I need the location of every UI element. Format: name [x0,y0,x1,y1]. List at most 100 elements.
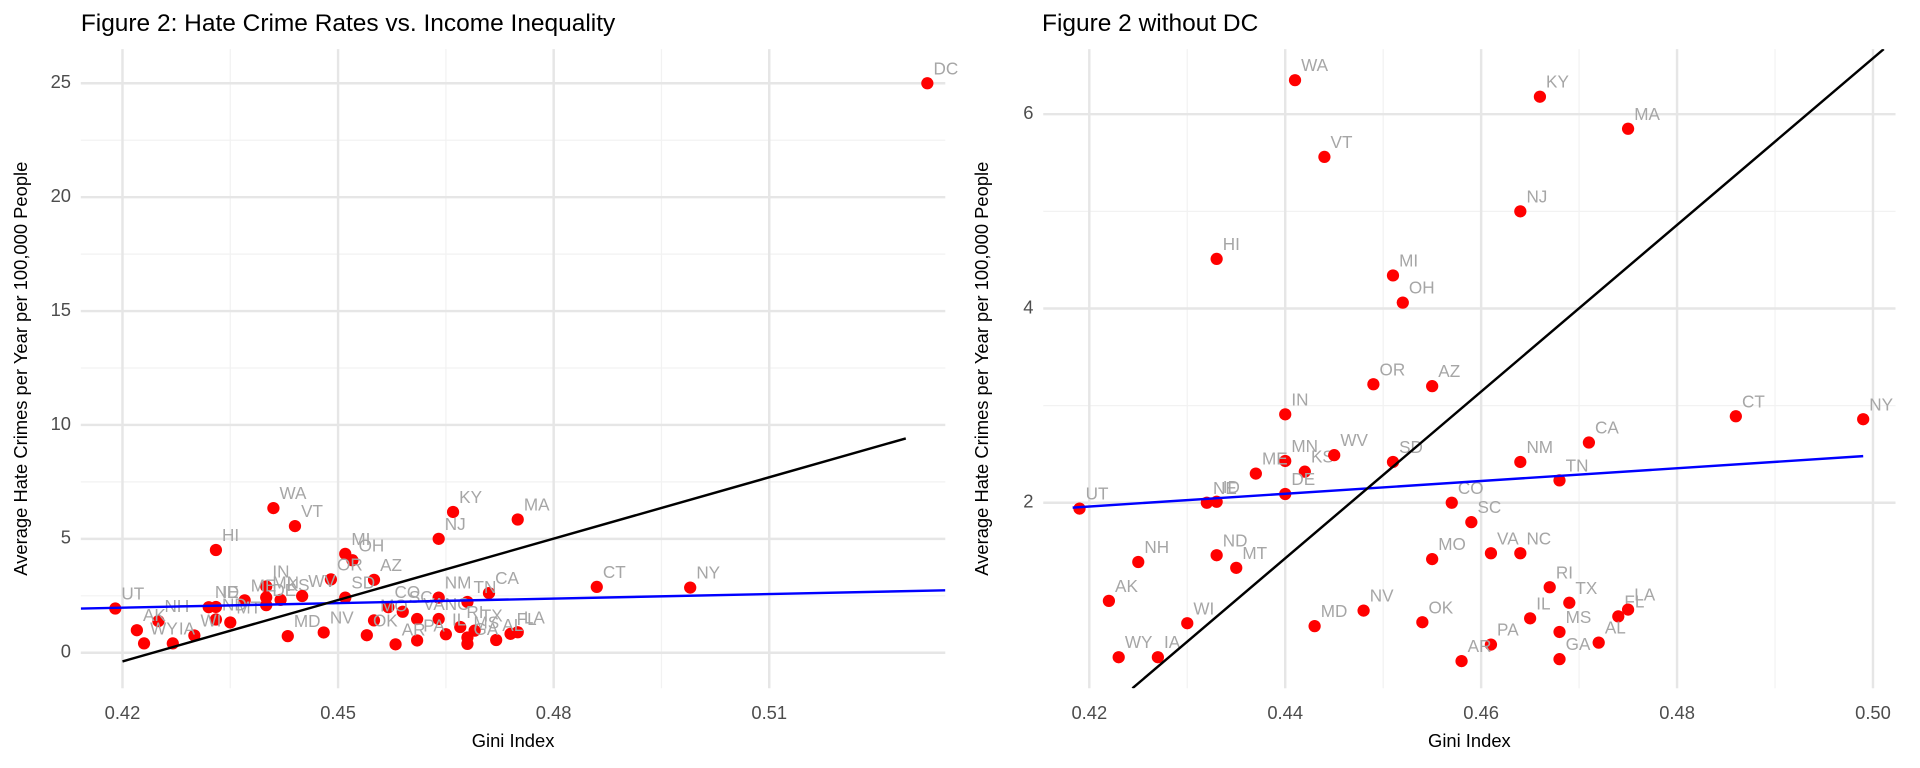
point-label: MN [272,572,299,592]
point-label: CO [395,582,421,602]
point [1151,651,1164,664]
point [1484,547,1498,560]
point [439,628,452,641]
point [1621,603,1635,616]
point [921,77,934,90]
point-label: NH [1144,537,1169,557]
point [1514,205,1527,218]
point-label: OH [1409,278,1435,298]
point [1592,636,1605,649]
point-label: SD [351,573,375,593]
point [511,626,524,639]
point-label: AL [502,615,523,635]
point-label: MI [351,529,370,549]
point [1465,516,1478,529]
point [1455,654,1468,668]
point-label: DE [1291,469,1315,489]
point-label: MI [1399,251,1418,271]
point [454,620,467,634]
chart-title: Figure 2: Hate Crime Rates vs. Income In… [81,10,616,37]
point-label: MA [1634,104,1660,124]
point-label: AK [1115,576,1138,596]
point [1553,653,1566,666]
point-label: WI [1193,598,1214,618]
point [432,612,445,626]
point [1857,413,1870,426]
x-tick-label: 0.45 [320,702,356,723]
x-tick-label: 0.46 [1463,702,1499,723]
point-label: OH [359,535,385,555]
point-label: AZ [1438,361,1460,381]
point-label: SC [1477,497,1501,517]
point-label: NJ [1526,186,1547,206]
point [1308,619,1321,633]
point-label: UT [1086,484,1109,504]
fit-lines [80,437,946,663]
point-label: MO [1438,534,1466,554]
point-label: FL [517,609,537,629]
point-label: OR [337,554,363,574]
point-label: ME [1262,449,1288,469]
point [1357,604,1370,617]
point-label: WV [1340,430,1368,450]
point [1210,549,1223,562]
point-label: MN [1291,436,1318,456]
point [461,637,474,650]
point-label: CA [495,568,519,588]
point-label: MT [236,598,261,618]
point-label: WY [150,618,178,638]
point-label: IA [1164,632,1181,652]
point [1445,496,1458,509]
point-label: KY [1546,72,1569,92]
point-label: DE [272,580,296,600]
y-tick-label: 0 [61,641,71,662]
fit-line [122,437,907,663]
point-label: CT [603,562,626,582]
point-label: WY [1125,632,1153,652]
point-label: LA [1634,585,1656,605]
y-tick-label: 6 [1023,102,1033,123]
y-tick-label: 10 [51,413,71,434]
fit-line [1072,454,1864,509]
point-label: NY [696,563,720,583]
point-label: MA [524,495,550,515]
point-label: CT [1742,391,1765,411]
point [367,573,381,586]
point-label: ND [1223,530,1248,550]
x-tick-label: 0.48 [536,702,572,723]
point [411,612,424,626]
y-tick-label: 15 [51,299,71,320]
point [288,519,302,533]
y-tick-label: 2 [1023,491,1033,512]
point-label: OK [373,610,398,630]
point-label: VT [1331,132,1353,152]
point [1612,610,1625,623]
point [1553,625,1566,639]
point [1073,502,1086,515]
point-label: NM [1526,437,1553,457]
point [224,616,237,629]
point [1582,436,1596,449]
point [209,543,223,557]
point [411,634,424,647]
point-label: AL [1605,618,1626,638]
y-axis-title: Average Hate Crimes per Year per 100,000… [971,162,992,576]
point-label: MS [1566,607,1592,627]
point-label: UT [121,584,144,604]
point-label: ID [222,582,239,602]
point-label: IA [179,618,196,638]
point-label: IN [272,562,289,582]
point [1426,552,1439,566]
point-label: NC [445,594,470,614]
point-label: MD [1321,601,1348,621]
point [446,505,460,519]
point [238,594,251,607]
point [1386,269,1400,282]
x-axis-title: Gini Index [1428,730,1511,751]
point [260,580,273,593]
point [188,629,201,642]
point-label: NY [1869,394,1893,414]
point [281,629,294,643]
